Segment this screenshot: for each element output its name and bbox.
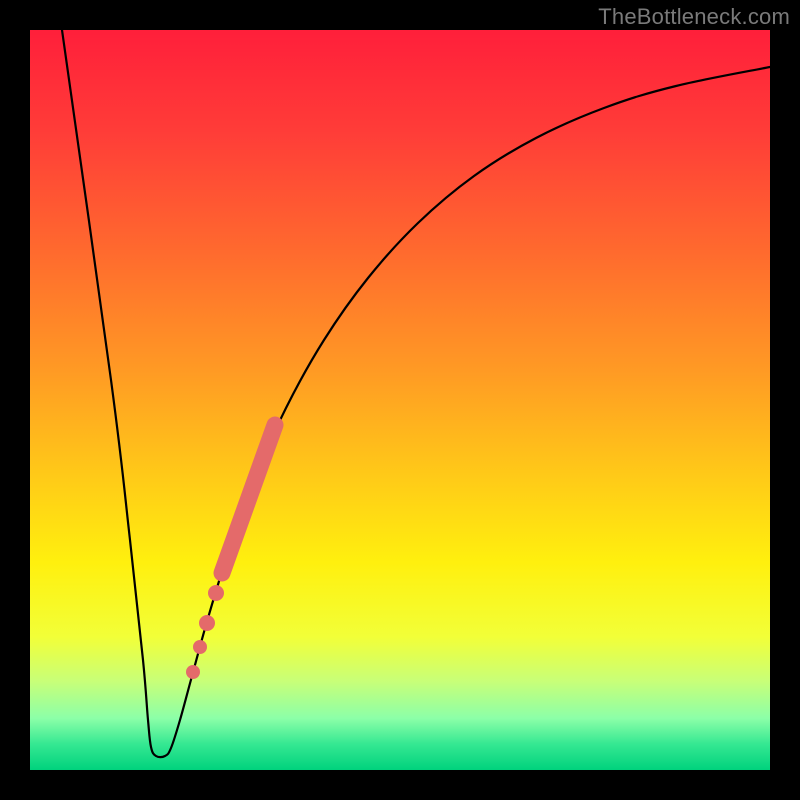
- marker-dot: [193, 640, 207, 654]
- gradient-background: [30, 30, 770, 770]
- marker-dot: [199, 615, 215, 631]
- marker-dot: [208, 585, 224, 601]
- marker-dot: [186, 665, 200, 679]
- watermark-text: TheBottleneck.com: [598, 4, 790, 30]
- figure-root: TheBottleneck.com: [0, 0, 800, 800]
- chart-svg: [0, 0, 800, 800]
